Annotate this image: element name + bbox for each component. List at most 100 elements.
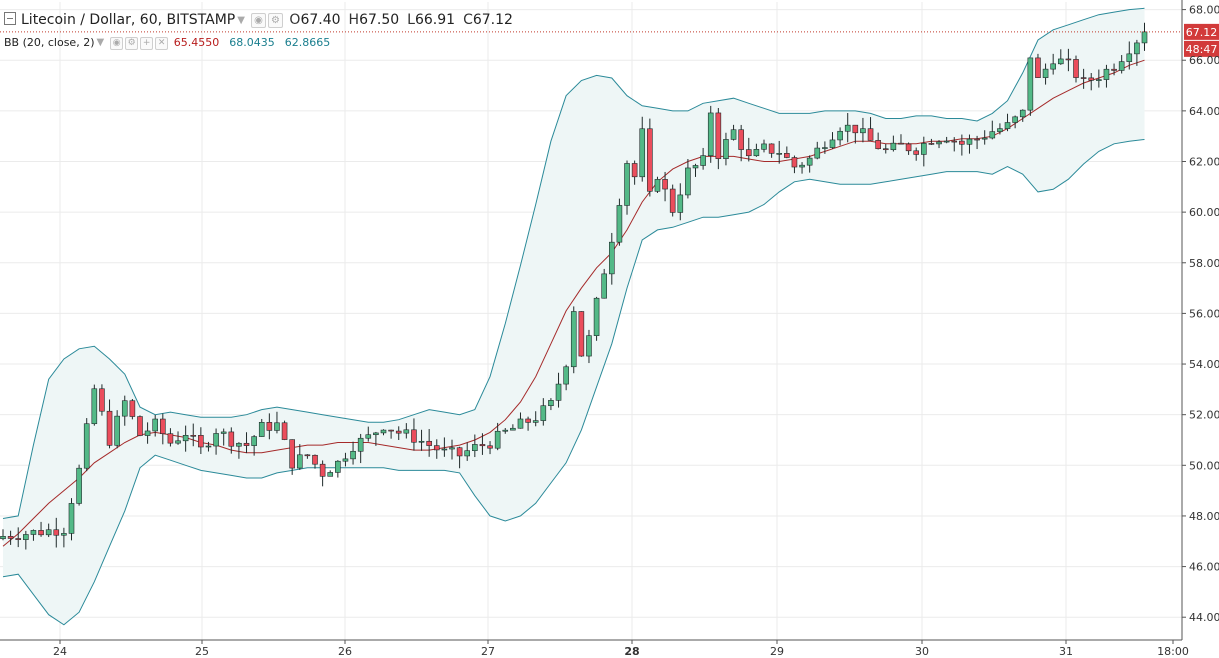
candle-body-down	[662, 179, 668, 190]
candle-body-up	[1050, 63, 1056, 70]
candle	[669, 184, 676, 217]
close-value: 67.12	[472, 12, 513, 28]
candle-body-up	[517, 418, 524, 429]
y-tick-label: 66.00	[1189, 54, 1219, 67]
y-tick-label: 58.00	[1189, 257, 1219, 270]
candle-body-down	[631, 163, 638, 178]
candle-body-down	[525, 418, 531, 423]
candle-body-down	[974, 138, 980, 141]
candle	[738, 124, 744, 162]
add-icon[interactable]: +	[140, 37, 154, 50]
candle-body-up	[144, 430, 151, 436]
close-icon[interactable]: ✕	[155, 37, 169, 50]
candle-body-up	[83, 423, 90, 469]
price-axis[interactable]: 44.00 46.00 48.00 50.00 52.00 54.00 56.00 58.00…	[1181, 0, 1219, 640]
candle	[890, 135, 897, 152]
y-tick-label: 52.00	[1189, 409, 1219, 422]
candle	[662, 171, 668, 202]
candle	[494, 422, 501, 451]
candle	[639, 116, 646, 182]
candle-body-down	[875, 140, 881, 150]
candle	[7, 530, 14, 545]
countdown-label: 48:47	[1186, 43, 1218, 56]
candle	[844, 112, 851, 143]
candle-body-up	[730, 129, 737, 140]
candle	[578, 311, 585, 357]
candle	[631, 160, 638, 185]
indicator-title[interactable]: BB (20, close, 2)	[4, 36, 95, 49]
collapse-icon[interactable]	[4, 12, 16, 25]
candle	[83, 418, 90, 472]
candle-body-down	[1080, 77, 1087, 79]
chevron-down-icon[interactable]: ▼	[96, 37, 105, 48]
candle	[814, 141, 821, 160]
candle	[1103, 64, 1110, 88]
candle	[1019, 109, 1026, 122]
candle	[921, 136, 927, 167]
candle	[586, 329, 592, 364]
y-tick-label: 68.00	[1189, 4, 1219, 17]
candle	[182, 425, 189, 452]
candle	[1012, 115, 1018, 129]
candle-body-up	[608, 241, 615, 275]
candle-body-down	[38, 530, 44, 536]
candle	[129, 398, 136, 420]
candle-body-up	[0, 536, 6, 540]
candle	[776, 140, 783, 164]
candle-body-up	[601, 273, 607, 299]
candle	[685, 158, 691, 199]
close-key: C	[463, 12, 473, 28]
candle-body-up	[700, 155, 706, 166]
x-tick-label: 25	[195, 645, 209, 658]
candle-body-down	[198, 435, 204, 448]
candle-body-down	[882, 148, 889, 151]
candle	[198, 427, 204, 455]
candle-body-up	[365, 434, 372, 439]
candle	[350, 441, 356, 465]
candle-body-up	[540, 405, 547, 421]
candle	[867, 117, 874, 141]
symbol-title[interactable]: Litecoin / Dollar, 60, BITSTAMP	[21, 12, 236, 28]
candle	[15, 527, 22, 548]
y-tick-label: 44.00	[1189, 611, 1219, 624]
settings-icon[interactable]: ⚙	[267, 13, 283, 28]
candle-body-up	[563, 366, 569, 385]
candle	[700, 147, 706, 170]
candle-body-up	[91, 388, 98, 425]
eye-icon[interactable]: ◉	[250, 13, 266, 28]
candle-body-down	[669, 188, 676, 213]
candle-body-up	[837, 130, 843, 141]
candle-body-up	[943, 140, 950, 143]
candle-body-down	[312, 454, 318, 465]
candle-body-up	[61, 533, 67, 536]
candle-body-down	[228, 431, 235, 447]
candle-body-up	[707, 112, 714, 156]
candle-body-down	[1065, 58, 1072, 61]
candle-body-up	[175, 440, 181, 444]
high-key: H	[348, 12, 360, 28]
candle-body-down	[15, 538, 22, 540]
x-tick-label: 24	[53, 645, 67, 658]
candle-body-up	[532, 420, 539, 423]
candle	[304, 454, 311, 459]
candle-body-down	[898, 142, 904, 145]
candle	[289, 439, 295, 475]
candle-body-down	[137, 416, 143, 436]
candle-body-up	[723, 139, 729, 159]
candle-body-up	[654, 179, 661, 192]
candle	[30, 529, 37, 541]
low-value: 66.91	[414, 12, 456, 28]
candle-body-up	[1096, 79, 1102, 81]
eye-icon[interactable]: ◉	[110, 37, 124, 50]
candle	[213, 428, 219, 455]
candle	[624, 160, 630, 215]
settings-icon[interactable]: ⚙	[125, 37, 139, 50]
chevron-down-icon[interactable]: ▼	[237, 15, 245, 26]
candle-body-down	[281, 422, 288, 440]
time-axis[interactable]: 24 25 26 27 28 29 30 31 18:00	[0, 639, 1189, 658]
candle	[829, 132, 836, 149]
candle-body-up	[335, 460, 341, 473]
candle-body-up	[776, 153, 783, 155]
x-tick-label: 26	[338, 645, 352, 658]
